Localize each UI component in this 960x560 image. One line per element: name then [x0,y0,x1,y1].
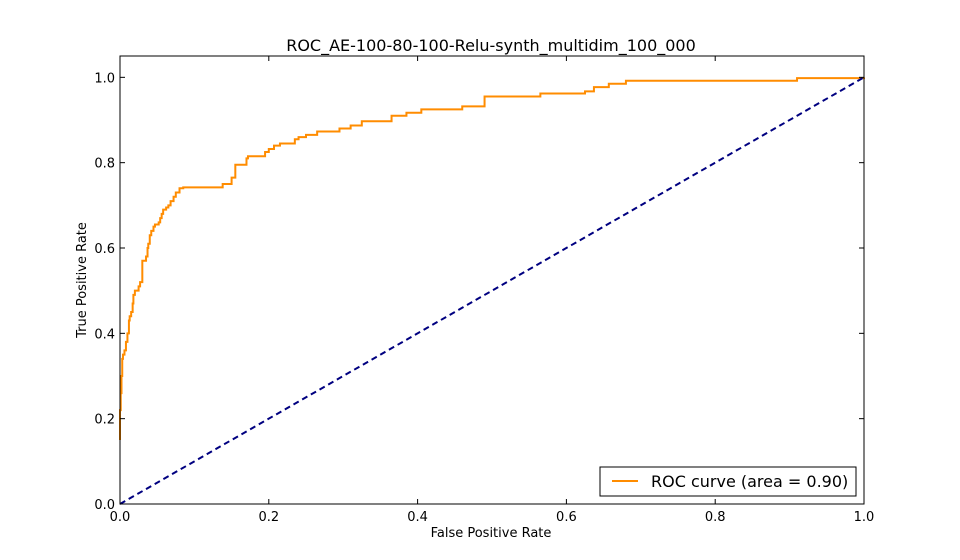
y-tick-label: 0.6 [94,242,115,257]
x-tick-label: 0.2 [258,510,279,525]
axis-ticks: 0.0 0.2 0.4 0.6 0.8 1.0 0.0 0.2 0.4 0.6 0.8 1.0 [94,56,874,525]
legend-box [599,466,857,497]
y-tick-label: 1.0 [94,71,115,86]
y-axis-label: True Positive Rate [75,222,90,339]
x-axis-label: False Positive Rate [431,526,552,541]
chart-title: ROC_AE-100-80-100-Relu-synth_multidim_10… [286,36,696,56]
y-tick-label: 0.8 [94,157,115,172]
y-tick-label: 0.2 [94,413,115,428]
axes-frame [119,55,865,505]
y-tick-label: 0.4 [94,327,115,342]
chance-diagonal-line [119,76,865,505]
legend-label-roc: ROC curve (area = 0.90) [651,472,848,491]
y-tick-label: 0.0 [94,498,115,513]
x-tick-label: 0.6 [556,510,577,525]
x-tick-label: 0.4 [407,510,428,525]
x-tick-label: 0.0 [110,510,131,525]
roc-curve-line [119,77,865,440]
x-tick-label: 1.0 [854,510,875,525]
x-tick-label: 0.8 [705,510,726,525]
legend: ROC curve (area = 0.90) [599,466,857,497]
plot-area [119,55,865,505]
